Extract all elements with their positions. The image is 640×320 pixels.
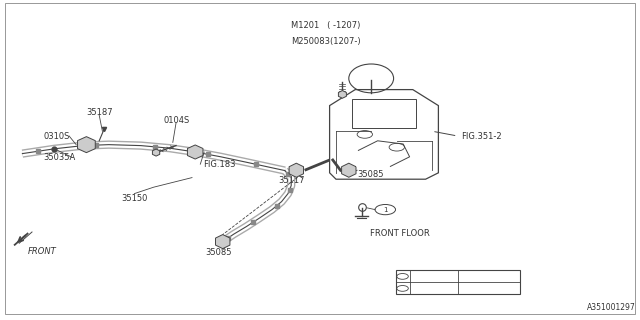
- Text: 35085: 35085: [205, 248, 231, 257]
- Text: 35035A: 35035A: [44, 153, 76, 162]
- Text: FIG.351-2: FIG.351-2: [461, 132, 501, 140]
- Polygon shape: [342, 163, 356, 177]
- Polygon shape: [339, 91, 346, 98]
- Text: W410038: W410038: [412, 272, 449, 281]
- Text: FRONT FLOOR: FRONT FLOOR: [370, 229, 429, 238]
- Text: 35117: 35117: [278, 176, 305, 185]
- Polygon shape: [216, 235, 230, 249]
- Bar: [396, 270, 520, 294]
- Text: 1: 1: [401, 274, 404, 279]
- Polygon shape: [289, 163, 303, 177]
- Text: 1: 1: [383, 207, 388, 212]
- Text: FIG.183: FIG.183: [204, 160, 236, 169]
- Text: 1: 1: [401, 286, 404, 291]
- Text: M1201   ( -1207): M1201 ( -1207): [291, 21, 360, 30]
- Text: 35150: 35150: [122, 194, 148, 203]
- Polygon shape: [77, 137, 95, 153]
- Text: 35085: 35085: [357, 170, 383, 179]
- Polygon shape: [152, 149, 160, 156]
- Text: (1209-): (1209-): [461, 284, 489, 293]
- Text: 0310S: 0310S: [44, 132, 70, 140]
- Text: 35187: 35187: [86, 108, 113, 116]
- Text: 0104S: 0104S: [163, 116, 189, 124]
- Polygon shape: [188, 145, 203, 159]
- Text: M250083(1207-): M250083(1207-): [291, 37, 361, 46]
- Text: FRONT: FRONT: [28, 247, 56, 256]
- Text: ( -1209): ( -1209): [461, 272, 491, 281]
- Bar: [352, 99, 416, 128]
- Text: W410045: W410045: [412, 284, 449, 293]
- Text: A351001297: A351001297: [587, 303, 636, 312]
